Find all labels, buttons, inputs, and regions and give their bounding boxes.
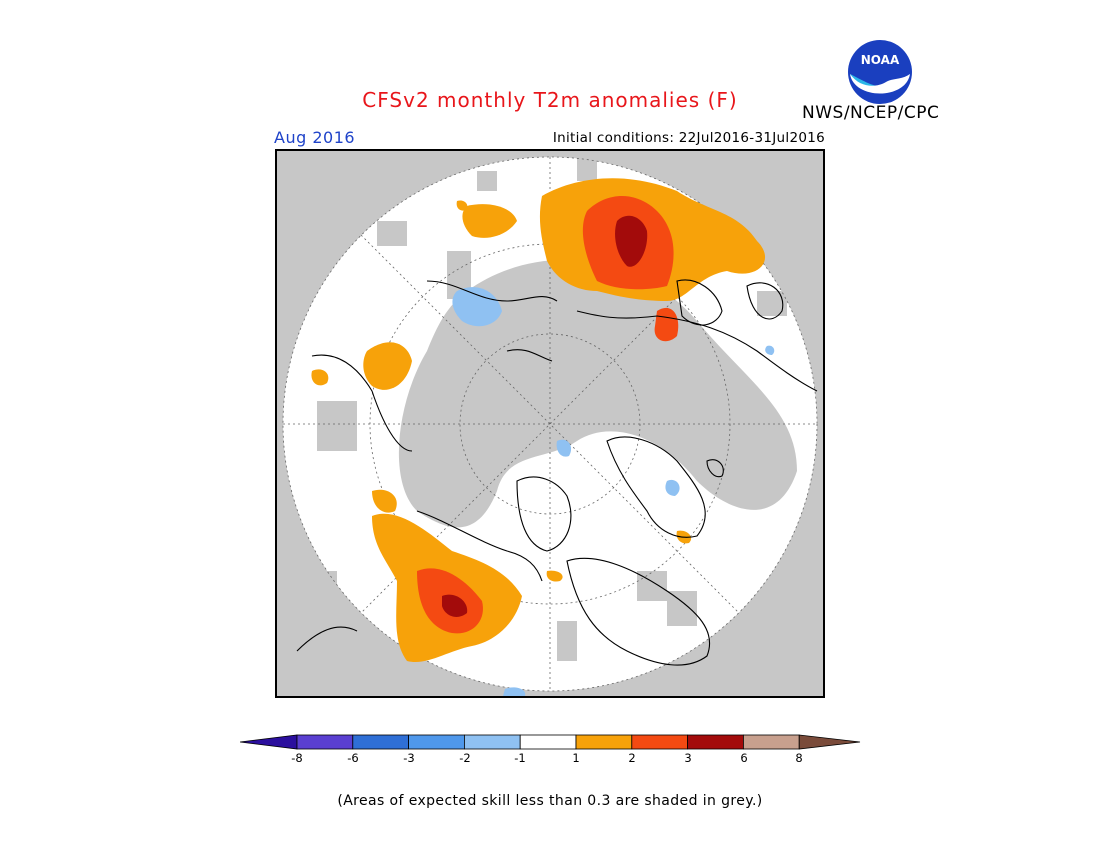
colorbar-arrow-right: [798, 734, 861, 750]
colorbar-tick: 3: [684, 751, 692, 765]
colorbar-tick: 1: [572, 751, 580, 765]
colorbar-swatch-5: [519, 734, 577, 750]
initial-conditions-label: Initial conditions: 22Jul2016-31Jul2016: [552, 130, 825, 146]
colorbar: [239, 733, 862, 757]
colorbar-tick: -3: [403, 751, 415, 765]
polar-map: [275, 149, 825, 698]
colorbar-tick: 6: [740, 751, 748, 765]
colorbar-swatch-4: [463, 734, 521, 750]
colorbar-tick: 2: [628, 751, 636, 765]
colorbar-tick: -8: [291, 751, 303, 765]
colorbar-tick: 8: [795, 751, 803, 765]
colorbar-arrow-left: [239, 734, 298, 750]
colorbar-swatch-2: [352, 734, 410, 750]
colorbar-swatch-1: [296, 734, 354, 750]
colorbar-tick: -6: [347, 751, 359, 765]
coastlines: [296, 279, 818, 666]
noaa-logo-text: NOAA: [861, 53, 900, 67]
colorbar-swatch-9: [742, 734, 800, 750]
colorbar-swatch-7: [631, 734, 688, 750]
chart-title: CFSv2 monthly T2m anomalies (F): [362, 88, 738, 112]
month-label: Aug 2016: [274, 128, 356, 147]
colorbar-swatch-8: [687, 734, 744, 750]
colorbar-swatch-3: [408, 734, 465, 750]
colorbar-tick: -1: [514, 751, 526, 765]
colorbar-swatch-6: [575, 734, 633, 750]
org-label: NWS/NCEP/CPC: [802, 103, 940, 123]
skill-footnote: (Areas of expected skill less than 0.3 a…: [337, 793, 763, 809]
colorbar-tick: -2: [459, 751, 471, 765]
noaa-logo: NOAA: [846, 38, 914, 106]
anomaly-patches: [311, 178, 775, 696]
